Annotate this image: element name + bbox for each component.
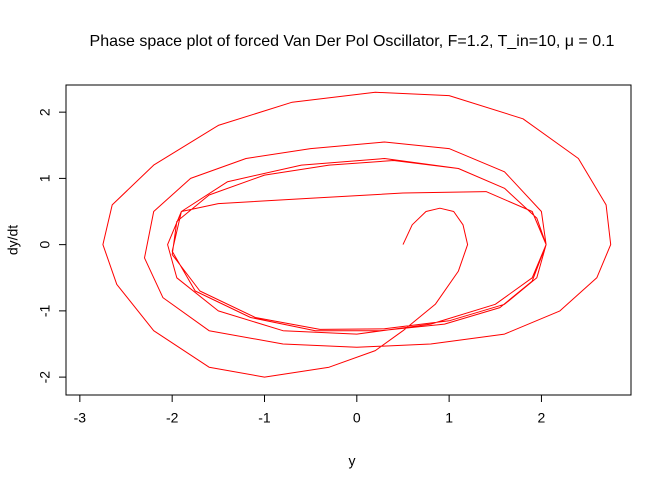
trajectory-line xyxy=(102,91,612,378)
x-tick-label: 2 xyxy=(538,410,546,426)
x-axis-label: y xyxy=(349,453,356,469)
x-tick-label: 0 xyxy=(353,410,361,426)
y-tick-label: -1 xyxy=(37,304,53,317)
plot-frame xyxy=(65,84,632,396)
y-axis-label: dy/dt xyxy=(5,225,21,255)
x-tick-label: -1 xyxy=(258,410,271,426)
y-tick-label: 0 xyxy=(37,241,53,249)
y-tick-label: 2 xyxy=(37,108,53,116)
x-tick-label: -2 xyxy=(166,410,179,426)
x-tick-label: 1 xyxy=(445,410,453,426)
x-tick-label: -3 xyxy=(74,410,87,426)
chart-title: Phase space plot of forced Van Der Pol O… xyxy=(90,33,615,50)
y-tick-label: -2 xyxy=(37,371,53,384)
y-tick-label: 1 xyxy=(37,174,53,182)
